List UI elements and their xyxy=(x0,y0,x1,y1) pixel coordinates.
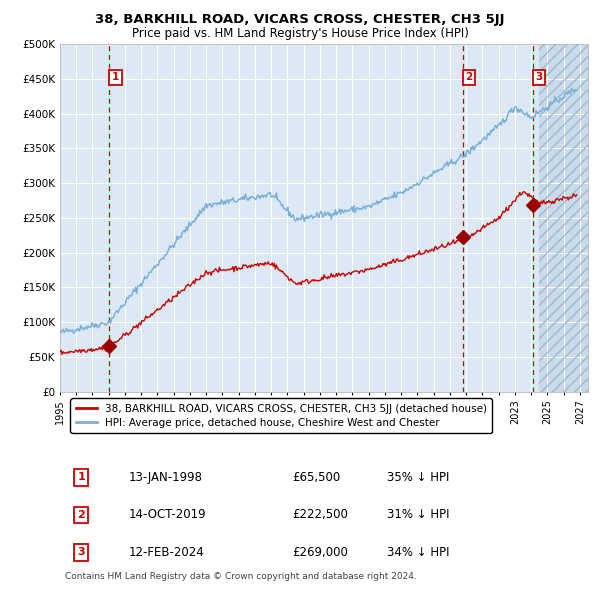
Text: £222,500: £222,500 xyxy=(292,509,348,522)
Text: 14-OCT-2019: 14-OCT-2019 xyxy=(128,509,206,522)
Bar xyxy=(539,44,588,392)
Legend: 38, BARKHILL ROAD, VICARS CROSS, CHESTER, CH3 5JJ (detached house), HPI: Average: 38, BARKHILL ROAD, VICARS CROSS, CHESTER… xyxy=(70,398,492,433)
Bar xyxy=(539,44,588,392)
Text: 2: 2 xyxy=(465,72,472,82)
Text: 12-FEB-2024: 12-FEB-2024 xyxy=(128,546,205,559)
Text: 1: 1 xyxy=(77,473,85,483)
Text: £269,000: £269,000 xyxy=(292,546,348,559)
Text: 35% ↓ HPI: 35% ↓ HPI xyxy=(388,471,450,484)
Text: 13-JAN-1998: 13-JAN-1998 xyxy=(128,471,203,484)
Text: 1: 1 xyxy=(112,72,119,82)
Text: £65,500: £65,500 xyxy=(292,471,341,484)
Text: Price paid vs. HM Land Registry's House Price Index (HPI): Price paid vs. HM Land Registry's House … xyxy=(131,27,469,40)
Text: 34% ↓ HPI: 34% ↓ HPI xyxy=(388,546,450,559)
Text: Contains HM Land Registry data © Crown copyright and database right 2024.: Contains HM Land Registry data © Crown c… xyxy=(65,572,417,581)
Text: 2: 2 xyxy=(77,510,85,520)
Text: 3: 3 xyxy=(536,72,543,82)
Text: 3: 3 xyxy=(77,548,85,558)
Text: 38, BARKHILL ROAD, VICARS CROSS, CHESTER, CH3 5JJ: 38, BARKHILL ROAD, VICARS CROSS, CHESTER… xyxy=(95,13,505,26)
Text: 31% ↓ HPI: 31% ↓ HPI xyxy=(388,509,450,522)
